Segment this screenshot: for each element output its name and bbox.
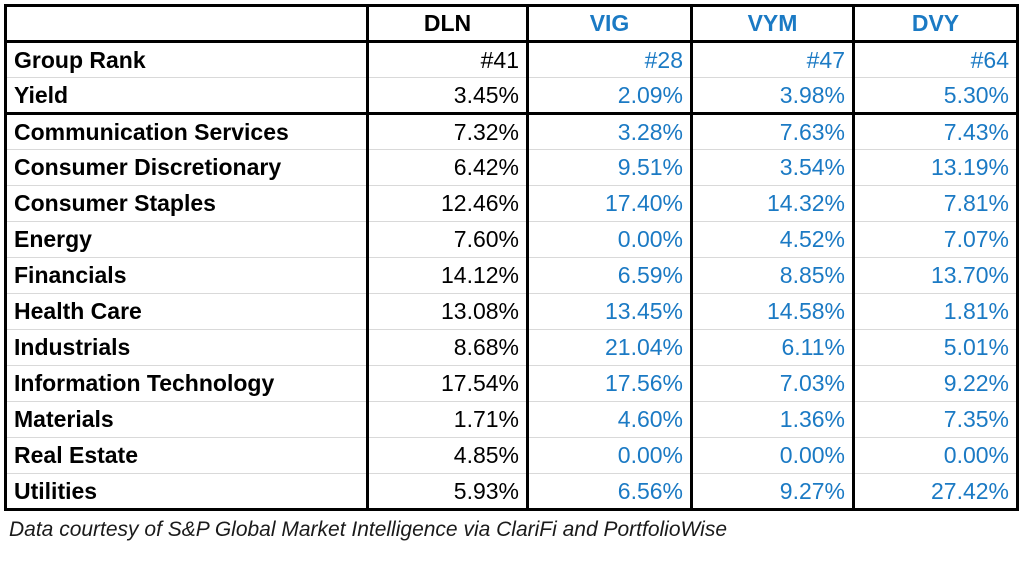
- row-label: Group Rank: [14, 46, 146, 73]
- value-cell-dln: 8.68%: [366, 329, 528, 366]
- value-cell-dln: 17.54%: [366, 365, 528, 402]
- table-row: Industrials 8.68% 21.04% 6.11% 5.01%: [5, 329, 1018, 366]
- row-label: Information Technology: [14, 370, 275, 396]
- value-cell-vym: 4.52%: [690, 221, 854, 258]
- table-row: Materials 1.71% 4.60% 1.36% 7.35%: [5, 401, 1018, 438]
- table-row: Consumer Staples 12.46% 17.40% 14.32% 7.81%: [5, 185, 1018, 222]
- header-ticker-dln: DLN: [366, 5, 528, 42]
- value-cell-dvy: 7.07%: [852, 221, 1018, 258]
- value-cell-vig: 0.00%: [526, 221, 692, 258]
- value-cell-vig: 17.40%: [526, 185, 692, 222]
- value-cell-vym: 8.85%: [690, 257, 854, 294]
- value-cell-dvy: 9.22%: [852, 365, 1018, 402]
- value-cell-vig: 9.51%: [526, 149, 692, 186]
- row-label: Health Care: [14, 298, 142, 324]
- table-row: Utilities 5.93% 6.56% 9.27% 27.42%: [6, 473, 1018, 510]
- table-row: Group Rank #41 #28 #47 #64: [5, 41, 1018, 78]
- table-row: Consumer Discretionary 6.42% 9.51% 3.54% 13.…: [5, 149, 1018, 186]
- table-row: Real Estate 4.85% 0.00% 0.00% 0.00%: [5, 437, 1018, 474]
- value-cell-dln: 7.60%: [366, 221, 528, 258]
- value-cell-vym: #47: [690, 41, 854, 78]
- table-row: Health Care 13.08% 13.45% 14.58% 1.81%: [5, 293, 1018, 330]
- value-cell-vig: 3.28%: [526, 113, 692, 150]
- value-cell-vig: 6.56%: [526, 473, 692, 510]
- etf-comparison-table: DLN VIG VYM DVY Group Rank #41 #28 #47 #64 Yi…: [4, 4, 1019, 511]
- table-row: Information Technology 17.54% 17.56% 7.03% 9…: [5, 365, 1018, 402]
- value-cell-vig: 0.00%: [526, 437, 692, 474]
- value-cell-dln: #41: [366, 41, 528, 78]
- value-cell-dvy: 5.01%: [852, 329, 1018, 366]
- value-cell-dln: 6.42%: [366, 149, 528, 186]
- row-label: Energy: [14, 226, 92, 252]
- value-cell-vym: 9.27%: [690, 473, 854, 510]
- header-ticker-vym: VYM: [690, 5, 854, 42]
- row-label: Utilities: [14, 477, 98, 504]
- value-cell-vym: 14.32%: [690, 185, 854, 222]
- table-row: Energy 7.60% 0.00% 4.52% 7.07%: [5, 221, 1018, 258]
- value-cell-vig: #28: [526, 41, 692, 78]
- value-cell-dln: 1.71%: [366, 401, 528, 438]
- value-cell-vig: 13.45%: [526, 293, 692, 330]
- value-cell-dvy: 0.00%: [852, 437, 1018, 474]
- value-cell-dln: 4.85%: [366, 437, 528, 474]
- table-row: Communication Services 7.32% 3.28% 7.63% 7.4…: [5, 113, 1018, 150]
- value-cell-dvy: #64: [852, 41, 1018, 78]
- value-cell-dln: 14.12%: [366, 257, 528, 294]
- value-cell-vym: 3.54%: [690, 149, 854, 186]
- value-cell-vym: 3.98%: [690, 77, 854, 114]
- value-cell-dvy: 7.35%: [852, 401, 1018, 438]
- header-ticker-vig: VIG: [526, 5, 692, 42]
- table-row: Yield 3.45% 2.09% 3.98% 5.30%: [5, 77, 1018, 114]
- value-cell-dln: 3.45%: [366, 77, 528, 114]
- row-label: Communication Services: [14, 118, 289, 145]
- value-cell-dvy: 7.81%: [852, 185, 1018, 222]
- page: DLN VIG VYM DVY Group Rank #41 #28 #47 #64 Yi…: [4, 4, 1019, 541]
- row-label: Real Estate: [14, 442, 139, 468]
- row-label: Consumer Discretionary: [14, 154, 282, 180]
- header-row: DLN VIG VYM DVY: [5, 5, 1018, 42]
- row-label: Financials: [14, 262, 127, 288]
- value-cell-vym: 1.36%: [690, 401, 854, 438]
- data-attribution: Data courtesy of S&P Global Market Intel…: [9, 518, 728, 541]
- header-empty-cell: [6, 6, 368, 42]
- value-cell-vym: 14.58%: [690, 293, 854, 330]
- value-cell-dvy: 13.19%: [852, 149, 1018, 186]
- value-cell-dvy: 27.42%: [852, 473, 1018, 510]
- value-cell-dvy: 5.30%: [852, 77, 1018, 114]
- value-cell-vig: 6.59%: [526, 257, 692, 294]
- value-cell-dln: 13.08%: [366, 293, 528, 330]
- value-cell-vym: 7.03%: [690, 365, 854, 402]
- row-label: Consumer Staples: [14, 190, 216, 216]
- value-cell-vig: 2.09%: [526, 77, 692, 114]
- table-row: Financials 14.12% 6.59% 8.85% 13.70%: [5, 257, 1018, 294]
- value-cell-vig: 4.60%: [526, 401, 692, 438]
- value-cell-vym: 6.11%: [690, 329, 854, 366]
- value-cell-vig: 21.04%: [526, 329, 692, 366]
- row-label: Materials: [14, 406, 114, 432]
- row-label: Yield: [14, 81, 69, 108]
- value-cell-dln: 7.32%: [366, 113, 528, 150]
- value-cell-vig: 17.56%: [526, 365, 692, 402]
- row-label: Industrials: [14, 334, 131, 360]
- header-ticker-dvy: DVY: [852, 5, 1018, 42]
- value-cell-dvy: 1.81%: [852, 293, 1018, 330]
- value-cell-vym: 0.00%: [690, 437, 854, 474]
- value-cell-vym: 7.63%: [690, 113, 854, 150]
- value-cell-dln: 12.46%: [366, 185, 528, 222]
- value-cell-dvy: 13.70%: [852, 257, 1018, 294]
- value-cell-dln: 5.93%: [366, 473, 528, 510]
- value-cell-dvy: 7.43%: [852, 113, 1018, 150]
- table-body: Group Rank #41 #28 #47 #64 Yield 3.45% 2.09% 3.9…: [5, 41, 1018, 510]
